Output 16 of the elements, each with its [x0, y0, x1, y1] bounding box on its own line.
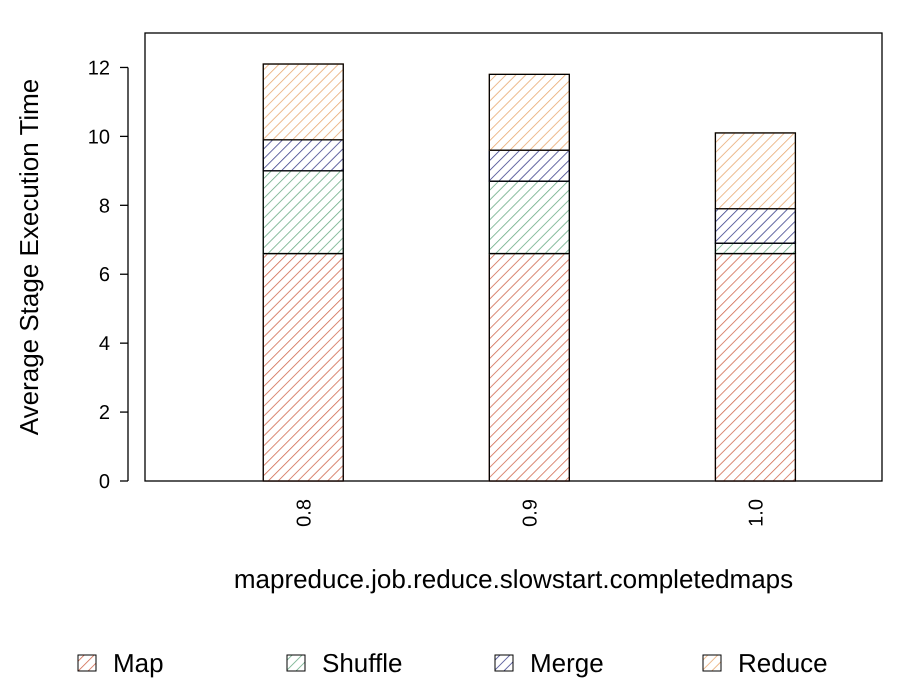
y-tick-label: 6: [98, 264, 110, 286]
legend-label: Merge: [530, 648, 604, 678]
legend-label: Shuffle: [322, 648, 402, 678]
x-axis-title: mapreduce.job.reduce.slowstart.completedmaps: [234, 564, 794, 594]
legend-label: Reduce: [738, 648, 828, 678]
legend-label: Map: [113, 648, 164, 678]
y-tick-label: 10: [88, 126, 110, 148]
y-tick-label: 8: [98, 195, 110, 218]
y-tick-label: 12: [88, 57, 110, 80]
y-tick-label: 2: [98, 402, 110, 424]
x-tick-label: 1.0: [745, 499, 768, 527]
y-tick-label: 0: [98, 471, 110, 493]
y-tick-label: 4: [98, 333, 110, 356]
y-axis-title: Average Stage Execution Time: [14, 78, 44, 436]
x-tick-label: 0.9: [519, 499, 542, 527]
x-tick-label: 0.8: [293, 499, 316, 527]
